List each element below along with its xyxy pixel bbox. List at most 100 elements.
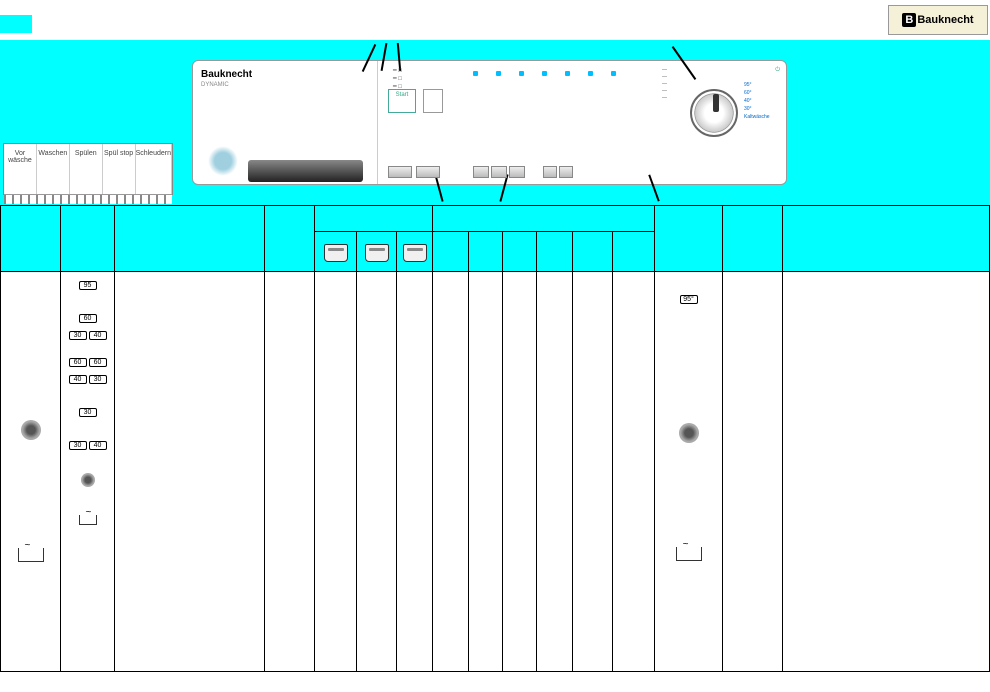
col-temp-icons: 95 60 3040 6060 4030 30 3040 [61,272,115,672]
option-button[interactable] [559,166,573,178]
program-dial[interactable] [690,89,738,137]
softener-icon [403,244,427,262]
det-compartment-1: Waschen [37,144,70,194]
reset-button[interactable] [423,89,443,113]
handwash-icon-right [676,547,702,561]
det-compartment-2: Spülen [70,144,103,194]
col-k [537,272,573,672]
th-detergent-1 [315,232,357,272]
th [723,206,783,272]
col-h [433,272,469,672]
det-compartment-0: Vor wäsche [4,144,37,194]
main-button-row [388,166,440,178]
opt-dot [473,71,478,76]
th [265,206,315,272]
option-button-row-2 [543,166,573,178]
temp-icon: 60 [79,314,97,323]
detergent-drawer-diagram: Vor wäsche Waschen Spülen Spül stop Schl… [0,40,182,205]
temp-icon: 40 [89,441,107,450]
col-d [265,272,315,672]
option-button[interactable] [543,166,557,178]
th [783,206,990,272]
th [655,206,723,272]
table-body-row: 95 60 3040 6060 4030 30 3040 95° [1,272,990,672]
cp-brand-label: Bauknecht [201,69,369,80]
option-button[interactable] [473,166,489,178]
temperature-scale: 95° 60° 40° 30° Kaltwäsche [744,81,782,151]
col-f [357,272,397,672]
cp-left-section: Bauknecht DYNAMIC [193,61,378,184]
temp-30: 30° [744,105,782,113]
table-header-row-1 [1,206,990,232]
temp-icon: 40 [69,375,87,384]
power-indicator: ⏻ [775,67,780,74]
opt-dot [496,71,501,76]
th [115,206,265,272]
col-program-name [115,272,265,672]
temp-60: 60° [744,89,782,97]
col-j [503,272,537,672]
det-compartment-3: Spül stop [103,144,136,194]
temp-cold: Kaltwäsche [744,113,782,121]
panel-diagram-strip: Vor wäsche Waschen Spülen Spül stop Schl… [0,40,990,205]
th-opt-1 [433,232,469,272]
hand-small-icon [79,515,97,525]
th-group-detergent [315,206,433,232]
temp-icon: 60 [69,358,87,367]
th-opt-5 [573,232,613,272]
col-e [315,272,357,672]
opt-dot [565,71,570,76]
brand-logo: Bauknecht [888,5,988,35]
wool-icon [21,420,41,440]
col-symbol-right: 95° [655,272,723,672]
th-detergent-3 [397,232,433,272]
temp-icon: 30 [89,375,107,384]
page-marker [0,15,32,33]
col-i [469,272,503,672]
temp-icon: 30 [69,441,87,450]
th-opt-4 [537,232,573,272]
control-panel: Bauknecht DYNAMIC ━ □━ □━ □━ □ Start [192,60,787,185]
th [61,206,115,272]
wool-small-icon [81,473,95,487]
col-p [783,272,990,672]
top-bar: Bauknecht [0,0,990,40]
temp-95: 95° [744,81,782,89]
det-scale [4,194,172,204]
th-opt-3 [503,232,537,272]
control-panel-wrap: Bauknecht DYNAMIC ━ □━ □━ □━ □ Start [182,40,810,205]
option-button[interactable] [491,166,507,178]
brand-logo-text: Bauknecht [902,14,973,26]
th-opt-6 [613,232,655,272]
opt-dot [519,71,524,76]
col-o [723,272,783,672]
temp-icon: 40 [89,331,107,340]
detergent-drawer: Vor wäsche Waschen Spülen Spül stop Schl… [3,143,173,195]
th-opt-2 [469,232,503,272]
program-table: 95 60 3040 6060 4030 30 3040 95° [0,205,990,672]
temp-icon: 95 [79,281,97,290]
th-detergent-2 [357,232,397,272]
option-button-row-1 [473,166,525,178]
mainwash-icon [365,244,389,262]
panel-button[interactable] [388,166,412,178]
col-m [613,272,655,672]
right-cyan-pad [810,40,990,205]
opt-dot [588,71,593,76]
wool-icon-right [679,423,699,443]
col-symbol-left [1,272,61,672]
temp-icon: 30 [69,331,87,340]
prewash-icon [324,244,348,262]
col-g [397,272,433,672]
cp-mid-section: ━ □━ □━ □━ □ Start [378,61,611,184]
opt-dot [542,71,547,76]
temp-icon: 30 [79,408,97,417]
th-group-options [433,206,655,232]
detergent-tray-icon [248,160,363,182]
option-button[interactable] [509,166,525,178]
start-button[interactable]: Start [388,89,416,113]
temp-40: 40° [744,97,782,105]
option-indicator-row [473,71,616,76]
temp-icon-right: 95° [680,295,698,304]
panel-button[interactable] [416,166,440,178]
